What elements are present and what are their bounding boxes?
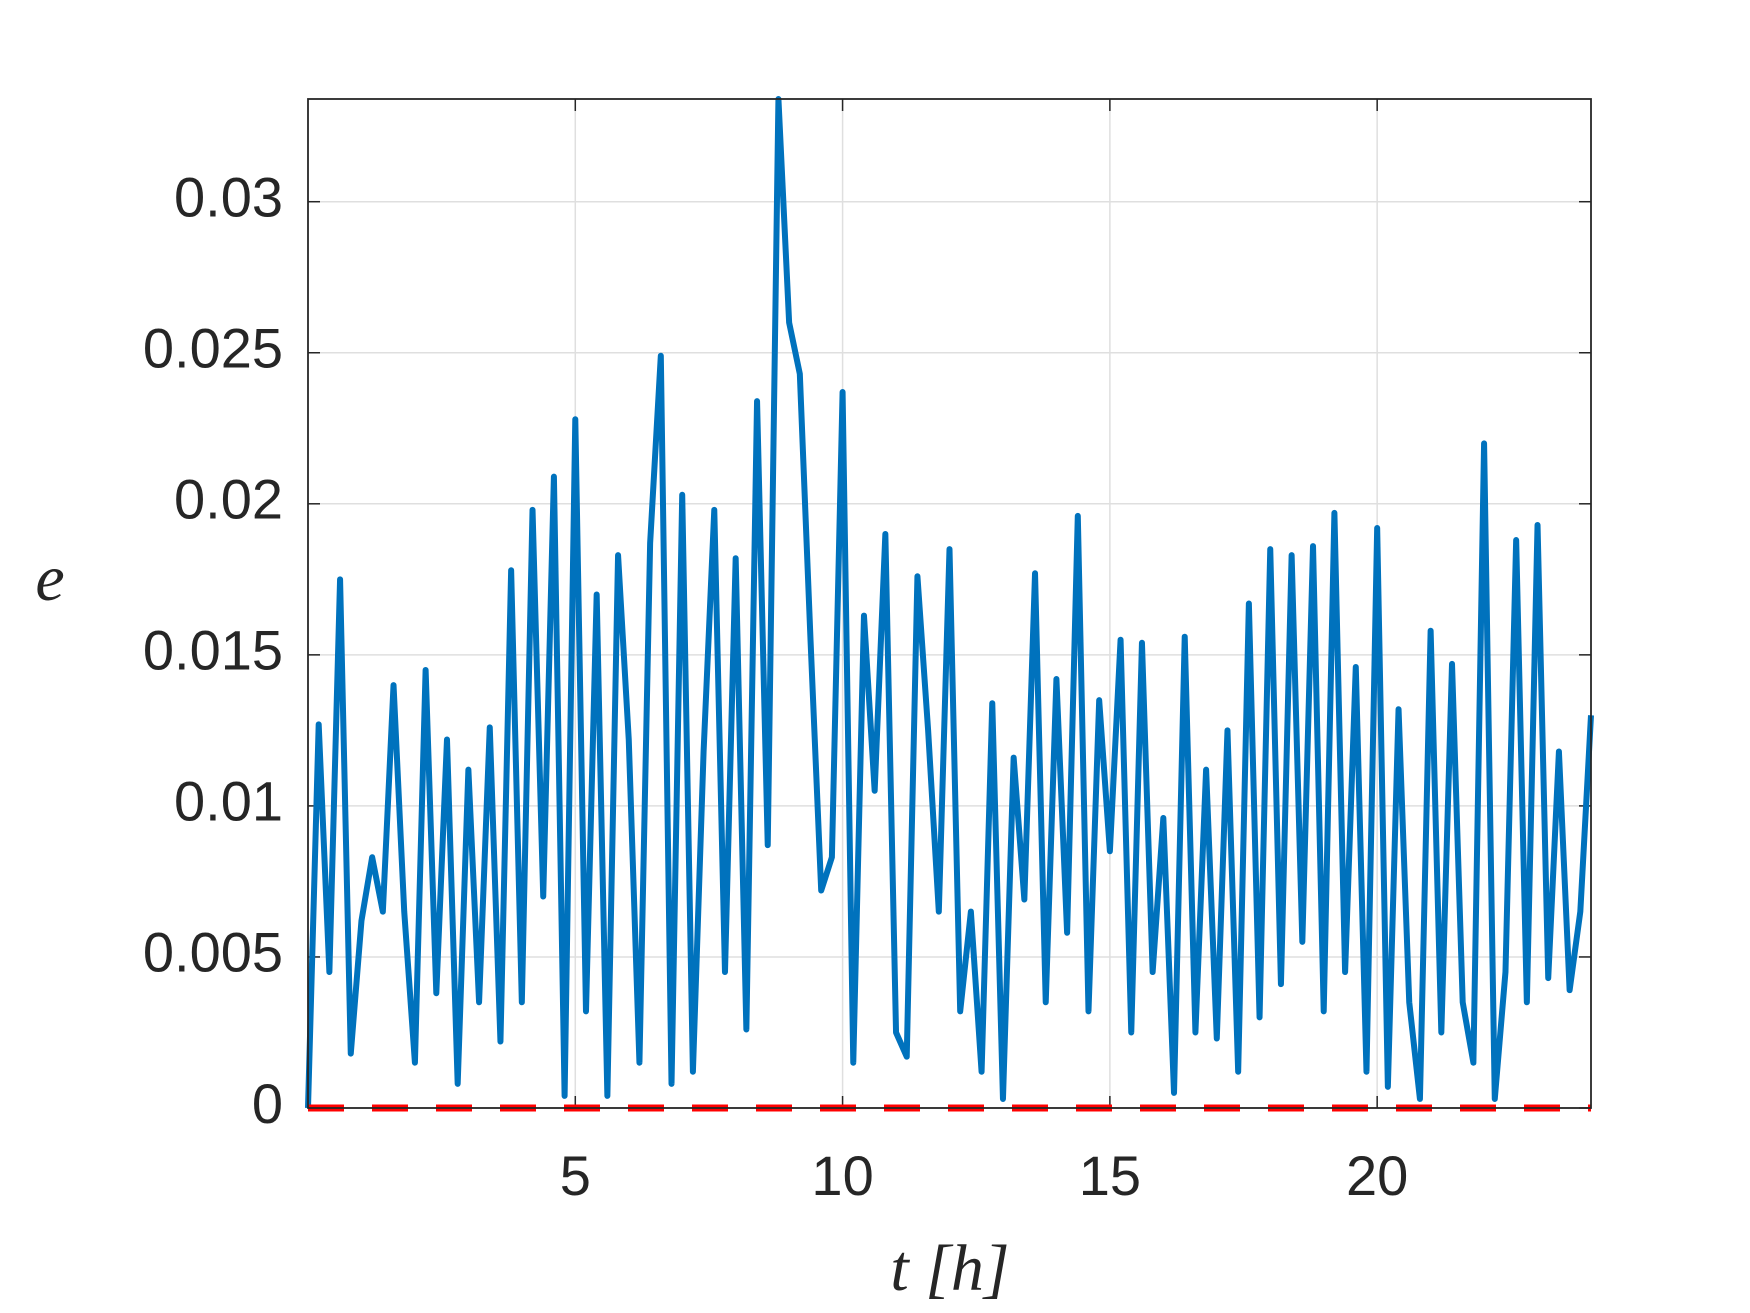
x-tick-label: 5 [560, 1144, 591, 1207]
data-line [305, 96, 1594, 1109]
y-axis-label: e [35, 542, 64, 615]
y-tick-label: 0.005 [143, 921, 283, 984]
y-tick-label: 0 [252, 1072, 283, 1135]
y-tick-label: 0.02 [174, 468, 283, 531]
plot-frame [307, 98, 1592, 1109]
y-tick-label: 0.025 [143, 317, 283, 380]
x-tick-label: 20 [1346, 1144, 1408, 1207]
x-tick-label: 15 [1079, 1144, 1141, 1207]
x-axis-label: t [h] [890, 1232, 1009, 1305]
y-tick-label: 0.03 [174, 166, 283, 229]
x-tick-label: 10 [811, 1144, 873, 1207]
y-tick-label: 0.01 [174, 770, 283, 833]
y-tick-label: 0.015 [143, 619, 283, 682]
